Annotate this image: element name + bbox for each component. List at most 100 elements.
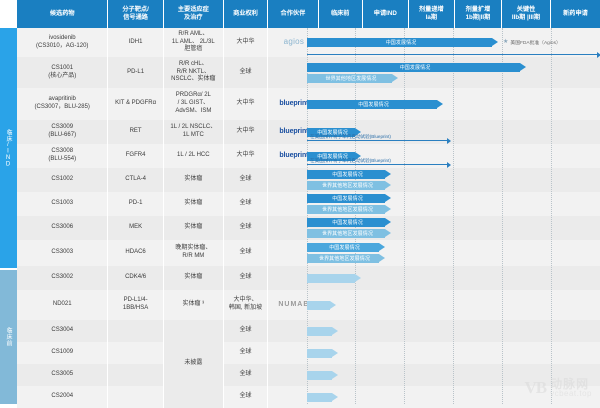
partner-logo-numab: NUMAB <box>278 301 310 309</box>
cell-target: MEK <box>107 216 164 240</box>
cell-indication: 实体瘤 <box>163 192 224 216</box>
cell-commercial-rights: 全球 <box>223 386 269 408</box>
cell-indication: R/R AML、 1L AML、 2L/3L 胆管癌 <box>163 28 224 57</box>
cell-drug: CS3006 <box>17 216 109 240</box>
cell-indication: 1L / 2L HCC <box>163 144 224 168</box>
table-row: CS3003 HDAC6 晚期实体瘤、 R/R MM 全球 <box>17 240 600 266</box>
cell-indication: 实体瘤 <box>163 168 224 192</box>
cell-commercial-rights: 全球 <box>223 266 269 290</box>
table-row: ND021 PD-L1/4- 1BB/HSA 实体瘤 ³ 大中华、 韩国, 新加坡 NUMA… <box>17 290 600 320</box>
cell-partner: NUMAB <box>267 290 319 320</box>
table-row: CS1009 全球 <box>17 342 600 364</box>
cell-timeline <box>318 320 600 342</box>
cell-target: IDH1 <box>107 28 164 57</box>
watermark-mark: VB <box>524 378 547 397</box>
watermark: VB 动脉网 vcbeat.top <box>524 378 592 398</box>
column-header-partner: 合作伙伴 <box>267 0 319 28</box>
cell-indication: R/R cHL、 R/R NKTL、 NSCLC、实体瘤 <box>163 57 224 88</box>
column-header-target: 分子靶点/信号通路 <box>107 0 164 28</box>
cell-target <box>107 320 164 342</box>
column-header-rights: 商业权利 <box>223 0 269 28</box>
column-header-phase1a: 剂量递增 Ia期 <box>408 0 455 28</box>
cell-target: CDK4/6 <box>107 266 164 290</box>
cell-drug: CS1002 <box>17 168 109 192</box>
cell-partner <box>267 216 319 240</box>
cell-target <box>107 364 164 386</box>
cell-drug: ivosidenib (CS3010，AG-120) <box>17 28 109 57</box>
cell-target: PD-1 <box>107 192 164 216</box>
table-row: CS3006 MEK 实体瘤 全球 <box>17 216 600 240</box>
cell-indication: 晚期实体瘤、 R/R MM <box>163 240 224 266</box>
cell-target: FGFR4 <box>107 144 164 168</box>
cell-partner <box>267 57 319 88</box>
cell-commercial-rights: 全球 <box>223 168 269 192</box>
cell-drug: CS2004 <box>17 386 109 408</box>
cell-timeline <box>318 144 600 168</box>
cell-timeline <box>318 342 600 364</box>
cell-timeline <box>318 28 600 57</box>
cell-commercial-rights: 大中华 <box>223 88 269 120</box>
cell-target <box>107 386 164 408</box>
table-row: avapritinib (CS3007，BLU-285) KIT & PDGFRα P… <box>17 88 600 120</box>
cell-timeline <box>318 216 600 240</box>
cell-target: KIT & PDGFRα <box>107 88 164 120</box>
column-header-phase1b: 剂量扩增 1b期|II期 <box>454 0 503 28</box>
cell-commercial-rights: 全球 <box>223 240 269 266</box>
cell-drug: CS1009 <box>17 342 109 364</box>
cell-drug: CS3004 <box>17 320 109 342</box>
cell-timeline <box>318 57 600 88</box>
cell-drug: CS1003 <box>17 192 109 216</box>
cell-timeline <box>318 192 600 216</box>
cell-partner: blueprint <box>267 88 319 120</box>
cell-timeline <box>318 266 600 290</box>
partner-logo-blueprint: blueprint <box>279 128 309 136</box>
cell-commercial-rights: 大中华 <box>223 144 269 168</box>
cell-target: PD-L1/4- 1BB/HSA <box>107 290 164 320</box>
cell-indication-undisclosed: 未披露 <box>163 320 224 408</box>
cell-target: PD-L1 <box>107 57 164 88</box>
cell-partner <box>267 168 319 192</box>
cell-commercial-rights: 大中华、 韩国, 新加坡 <box>223 290 269 320</box>
cell-drug: avapritinib (CS3007，BLU-285) <box>17 88 109 120</box>
cell-timeline <box>318 240 600 266</box>
cell-drug: CS1001 (核心产品) <box>17 57 109 88</box>
partner-logo-blueprint: blueprint <box>279 152 309 160</box>
column-header-pivotal: 关键性 IIb期 |III期 <box>501 0 551 28</box>
cell-target: CTLA-4 <box>107 168 164 192</box>
table-row: CS3002 CDK4/6 实体瘤 全球 <box>17 266 600 290</box>
cell-drug: CS3003 <box>17 240 109 266</box>
cell-target: HDAC6 <box>107 240 164 266</box>
cell-partner <box>267 364 319 386</box>
cell-partner <box>267 386 319 408</box>
partner-logo-agios: agios <box>283 37 305 47</box>
cell-commercial-rights: 全球 <box>223 216 269 240</box>
pipeline-table: 候选药物 分子靶点/信号通路 主要适应症 及治疗 商业权利 合作伙伴 临床前 申请IND 剂量递… <box>17 0 600 408</box>
cell-target: RET <box>107 120 164 144</box>
cell-partner <box>267 240 319 266</box>
table-row: CS3008 (BLU-554) FGFR4 1L / 2L HCC 大中华 bluepr… <box>17 144 600 168</box>
cell-drug: CS3009 (BLU-667) <box>17 120 109 144</box>
cell-partner: blueprint <box>267 144 319 168</box>
cell-indication: PRDGRα/ 2L/ 3L GIST、 AdvSM、ISM <box>163 88 224 120</box>
cell-partner: blueprint <box>267 120 319 144</box>
cell-commercial-rights: 大中华 <box>223 120 269 144</box>
cell-commercial-rights: 全球 <box>223 57 269 88</box>
cell-indication: 实体瘤 <box>163 266 224 290</box>
table-row: CS1001 (核心产品) PD-L1 R/R cHL、 R/R NKTL、 NSCLC、… <box>17 57 600 88</box>
stage-group-preclinical-label: 临床前 <box>5 327 11 347</box>
table-row: CS3009 (BLU-667) RET 1L / 2L NSCLC、 1L MTC 大中… <box>17 120 600 144</box>
cell-commercial-rights: 全球 <box>223 192 269 216</box>
cell-partner: agios <box>267 28 319 57</box>
table-row: CS2004 全球 <box>17 386 600 408</box>
cell-commercial-rights: 大中华 <box>223 28 269 57</box>
column-header-drug: 候选药物 <box>17 0 109 28</box>
cell-drug: CS3002 <box>17 266 109 290</box>
column-header-ind: 申请IND <box>362 0 409 28</box>
cell-indication: 实体瘤 ³ <box>163 290 224 320</box>
stage-group-clinical-label: 临床/IND <box>5 128 11 168</box>
table-row: CS1003 PD-1 实体瘤 全球 <box>17 192 600 216</box>
cell-timeline <box>318 88 600 120</box>
cell-commercial-rights: 全球 <box>223 320 269 342</box>
cell-timeline <box>318 168 600 192</box>
